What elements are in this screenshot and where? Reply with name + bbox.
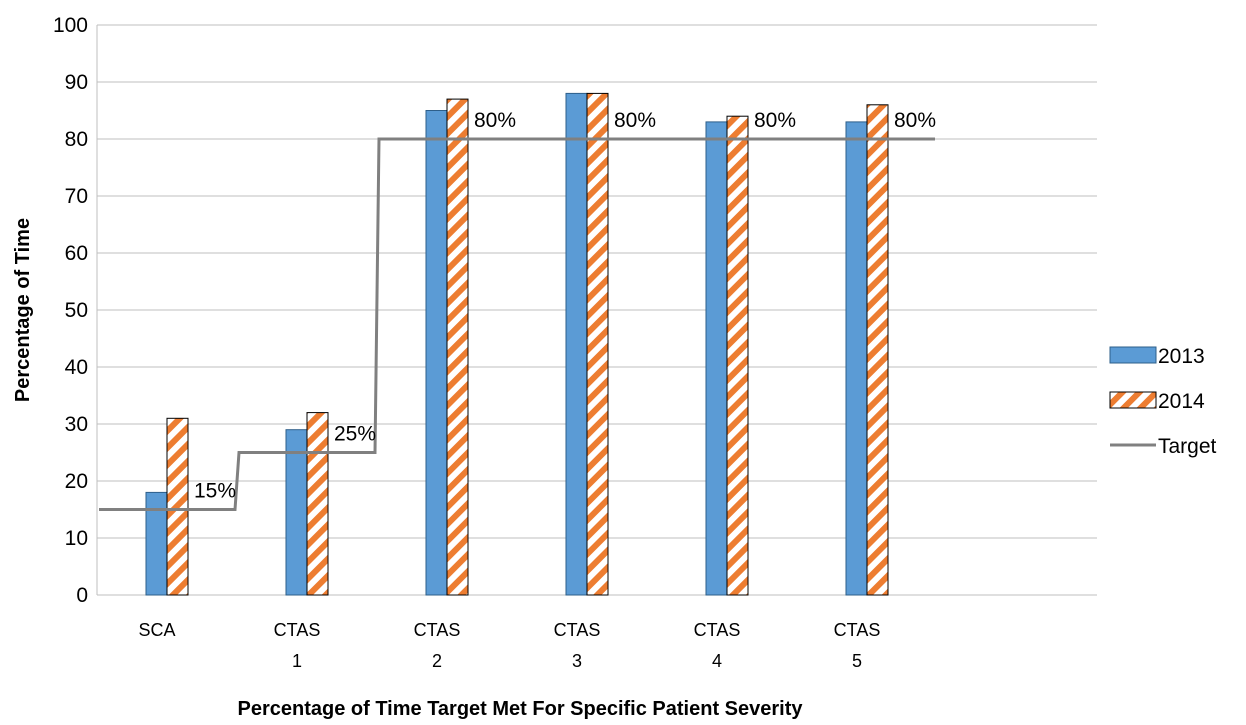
x-tick-label: CTAS [694, 620, 741, 640]
bar-2014-4 [726, 115, 749, 596]
bar-series [145, 92, 889, 596]
x-tick-label: 5 [852, 651, 862, 671]
legend-swatch-2013 [1109, 346, 1157, 364]
legend-label-2014: 2014 [1158, 390, 1205, 413]
y-axis-title: Percentage of Time [12, 218, 34, 402]
bar-2013-4 [705, 121, 728, 596]
bar-2013-5 [845, 121, 868, 596]
y-tick-label: 60 [65, 242, 88, 265]
x-tick-label: CTAS [554, 620, 601, 640]
x-tick-label: 2 [432, 651, 442, 671]
bar-2013-2 [425, 110, 448, 596]
target-data-label: 80% [614, 109, 656, 132]
data-labels: 15% 25% 80% 80% 80% 80% [194, 109, 936, 503]
x-axis-title: Percentage of Time Target Met For Specif… [238, 698, 804, 720]
bar-2014-2 [446, 98, 469, 596]
target-data-label: 25% [334, 423, 376, 446]
x-tick-label: CTAS [274, 620, 321, 640]
y-axis-ticks: 0 10 20 30 40 50 60 70 80 90 100 [53, 14, 88, 607]
y-tick-label: 0 [76, 584, 88, 607]
x-tick-label: SCA [138, 620, 175, 640]
legend: 2013 2014 Target [1109, 345, 1217, 458]
x-tick-label: CTAS [834, 620, 881, 640]
target-data-label: 80% [894, 109, 936, 132]
y-tick-label: 80 [65, 128, 88, 151]
x-tick-label: 1 [292, 651, 302, 671]
y-tick-label: 30 [65, 413, 88, 436]
bar-2014-5 [866, 104, 889, 596]
bar-2014-1 [306, 412, 329, 596]
x-axis-ticks: SCA CTAS 1 CTAS 2 CTAS 3 CTAS 4 CTAS 5 [138, 620, 880, 671]
x-tick-label: 4 [712, 651, 722, 671]
bar-2014-0 [166, 417, 189, 596]
target-data-label: 80% [474, 109, 516, 132]
y-tick-label: 40 [65, 356, 88, 379]
y-tick-label: 50 [65, 299, 88, 322]
bar-2013-0 [145, 491, 168, 596]
y-tick-label: 100 [53, 14, 88, 37]
y-tick-label: 20 [65, 470, 88, 493]
legend-label-Target: Target [1158, 435, 1217, 458]
bar-2013-1 [285, 429, 308, 596]
x-tick-label: 3 [572, 651, 582, 671]
x-tick-label: CTAS [414, 620, 461, 640]
target-data-label: 15% [194, 480, 236, 503]
y-tick-label: 90 [65, 71, 88, 94]
legend-label-2013: 2013 [1158, 345, 1205, 368]
y-tick-label: 10 [65, 527, 88, 550]
target-data-label: 80% [754, 109, 796, 132]
target-line [99, 137, 935, 511]
bar-2014-3 [586, 92, 609, 596]
legend-swatch-2014 [1109, 391, 1157, 409]
target-series [99, 137, 935, 511]
y-tick-label: 70 [65, 185, 88, 208]
bar-2013-3 [565, 92, 588, 596]
